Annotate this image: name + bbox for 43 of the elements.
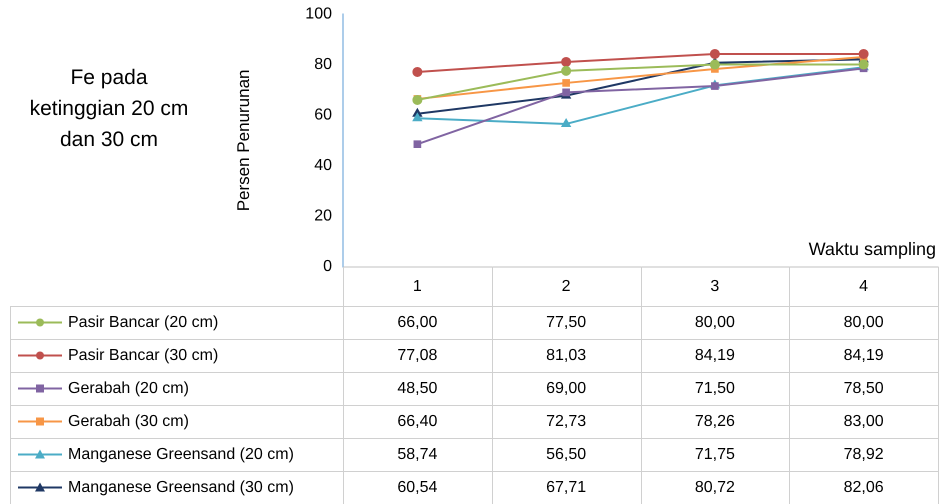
- x-tick-label: 1: [412, 278, 422, 295]
- data-label: 81,03: [546, 346, 586, 364]
- data-label: 69,00: [546, 380, 586, 397]
- legend-label: Gerabah (30 cm): [68, 412, 189, 430]
- data-label: 77,08: [397, 346, 438, 364]
- data-label: 56,50: [546, 446, 586, 463]
- data-label: 77,50: [546, 314, 586, 331]
- y-axis-title: Persen Penurunan: [234, 70, 253, 212]
- data-label: 58,74: [397, 446, 438, 463]
- data-label: 78,26: [694, 412, 735, 430]
- data-label: 67,71: [546, 478, 586, 496]
- y-tick-label: 100: [305, 5, 332, 22]
- data-label: 78,92: [844, 446, 884, 463]
- data-label: 66,40: [397, 412, 438, 430]
- x-tick-label: 4: [859, 278, 868, 295]
- x-tick-label: 2: [562, 278, 571, 295]
- y-tick-label: 80: [314, 56, 332, 73]
- data-label: 71,50: [694, 380, 735, 397]
- y-tick-label: 40: [314, 157, 332, 174]
- data-label: 84,19: [844, 346, 884, 364]
- data-label: 48,50: [397, 380, 438, 397]
- text: Fe pada ketinggian 20 cm dan 30 cm: [28, 65, 190, 153]
- y-tick-label: 60: [314, 106, 332, 124]
- x-tick-label: 3: [710, 278, 720, 295]
- data-label: 83,00: [844, 412, 884, 430]
- data-label: 82,06: [844, 478, 884, 496]
- data-label: 80,00: [694, 314, 735, 331]
- data-label: 60,54: [397, 478, 438, 496]
- data-label: 71,75: [694, 446, 735, 463]
- data-label: 80,72: [694, 478, 735, 496]
- legend-label: Manganese Greensand (20 cm): [68, 446, 294, 463]
- legend-label: Pasir Bancar (30 cm): [68, 346, 218, 364]
- data-label: 78,50: [844, 380, 884, 397]
- y-tick-label: 0: [323, 258, 332, 276]
- data-label: 66,00: [397, 314, 438, 331]
- data-label: 72,73: [546, 412, 586, 430]
- legend-label: Pasir Bancar (20 cm): [68, 314, 218, 331]
- x-axis-title: Waktu sampling: [808, 238, 936, 259]
- data-label: 80,00: [844, 314, 884, 331]
- legend-label: Gerabah (20 cm): [68, 380, 189, 397]
- legend-label: Manganese Greensand (30 cm): [68, 478, 294, 496]
- y-tick-label: 20: [314, 208, 332, 225]
- data-label: 84,19: [694, 346, 735, 364]
